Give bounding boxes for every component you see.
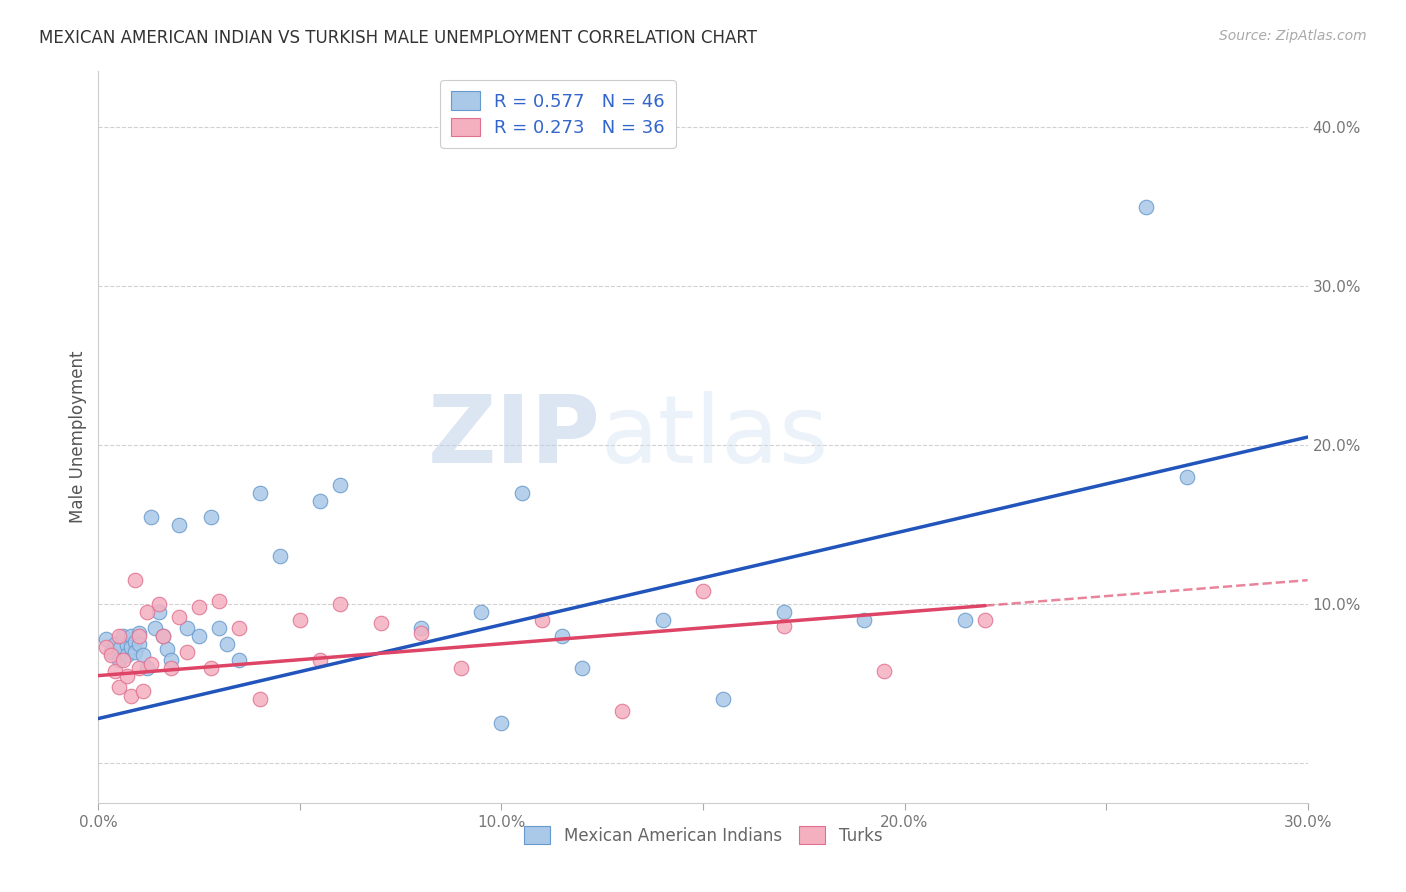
Point: [612, 704, 634, 718]
Point: [111, 629, 134, 643]
Point: [853, 613, 876, 627]
Point: [143, 621, 166, 635]
Point: [115, 668, 138, 682]
Point: [96, 632, 118, 646]
Text: ZIP: ZIP: [427, 391, 600, 483]
Point: [530, 613, 553, 627]
Point: [491, 716, 513, 731]
Legend: Mexican American Indians, Turks: Mexican American Indians, Turks: [516, 818, 890, 853]
Point: [139, 509, 162, 524]
Point: [160, 660, 183, 674]
Point: [111, 653, 134, 667]
Point: [107, 653, 129, 667]
Point: [953, 613, 976, 627]
Point: [139, 657, 162, 672]
Point: [167, 517, 190, 532]
Point: [120, 690, 142, 704]
Text: Source: ZipAtlas.com: Source: ZipAtlas.com: [1219, 29, 1367, 43]
Point: [132, 648, 155, 662]
Point: [160, 653, 183, 667]
Point: [115, 639, 138, 653]
Point: [551, 629, 574, 643]
Point: [148, 597, 170, 611]
Point: [249, 692, 271, 706]
Point: [96, 640, 118, 654]
Point: [107, 680, 129, 694]
Point: [103, 664, 125, 678]
Point: [152, 629, 174, 643]
Point: [135, 605, 157, 619]
Point: [208, 621, 231, 635]
Point: [309, 493, 332, 508]
Point: [450, 660, 472, 674]
Point: [135, 660, 157, 674]
Point: [124, 645, 146, 659]
Point: [409, 625, 432, 640]
Point: [120, 629, 142, 643]
Point: [156, 641, 179, 656]
Point: [176, 645, 198, 659]
Point: [124, 635, 146, 649]
Point: [228, 621, 250, 635]
Point: [167, 609, 190, 624]
Point: [148, 605, 170, 619]
Y-axis label: Male Unemployment: Male Unemployment: [69, 351, 87, 524]
Text: MEXICAN AMERICAN INDIAN VS TURKISH MALE UNEMPLOYMENT CORRELATION CHART: MEXICAN AMERICAN INDIAN VS TURKISH MALE …: [39, 29, 758, 46]
Point: [120, 640, 142, 654]
Point: [772, 605, 794, 619]
Point: [370, 616, 392, 631]
Point: [217, 637, 239, 651]
Point: [188, 600, 211, 615]
Point: [128, 629, 150, 643]
Point: [115, 648, 138, 662]
Point: [208, 594, 231, 608]
Point: [571, 660, 593, 674]
Point: [1135, 200, 1157, 214]
Point: [103, 637, 125, 651]
Point: [249, 485, 271, 500]
Point: [124, 573, 146, 587]
Point: [309, 653, 332, 667]
Point: [200, 660, 222, 674]
Point: [711, 692, 734, 706]
Point: [651, 613, 673, 627]
Point: [188, 629, 211, 643]
Point: [128, 637, 150, 651]
Point: [228, 653, 250, 667]
Text: atlas: atlas: [600, 391, 828, 483]
Point: [329, 477, 352, 491]
Point: [200, 509, 222, 524]
Point: [470, 605, 492, 619]
Point: [107, 629, 129, 643]
Point: [510, 485, 533, 500]
Point: [128, 660, 150, 674]
Point: [1175, 470, 1198, 484]
Point: [409, 621, 432, 635]
Point: [128, 625, 150, 640]
Point: [288, 613, 311, 627]
Point: [269, 549, 291, 564]
Point: [100, 648, 122, 662]
Point: [329, 597, 352, 611]
Point: [692, 584, 714, 599]
Point: [176, 621, 198, 635]
Point: [873, 664, 896, 678]
Point: [132, 684, 155, 698]
Point: [107, 641, 129, 656]
Point: [974, 613, 997, 627]
Point: [100, 645, 122, 659]
Point: [772, 619, 794, 633]
Point: [152, 629, 174, 643]
